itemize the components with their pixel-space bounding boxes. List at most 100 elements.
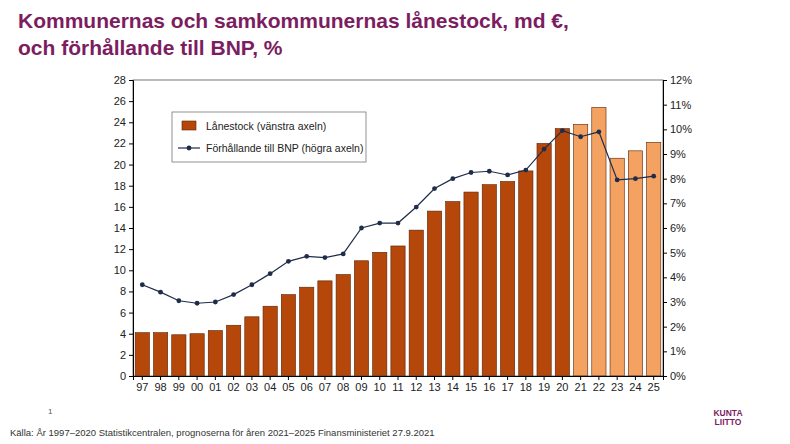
tick-label: 11 [392, 381, 403, 393]
tick: 99 [173, 376, 185, 393]
tick: 04 [264, 376, 276, 393]
tick-mark [129, 80, 133, 81]
bar [281, 295, 295, 376]
tick: 28 [114, 74, 133, 86]
tick-mark [129, 313, 133, 314]
tick-label: 08 [337, 381, 349, 393]
tick: 2% [663, 321, 686, 333]
tick: 14 [447, 376, 459, 393]
tick: 11 [392, 376, 403, 393]
marker [377, 221, 382, 226]
tick: 19 [538, 376, 550, 393]
tick: 6 [120, 307, 133, 319]
tick: 6% [663, 222, 686, 234]
tick-label: 0 [120, 370, 126, 382]
tick-mark [129, 165, 133, 166]
tick-mark [663, 179, 667, 180]
tick-label: 12% [670, 74, 692, 86]
marker [651, 174, 656, 179]
marker [304, 254, 309, 259]
tick-mark [507, 376, 508, 380]
tick-mark [379, 376, 380, 380]
marker [487, 169, 492, 174]
tick-mark [416, 376, 417, 380]
axis-line [664, 81, 668, 377]
bar [336, 275, 350, 376]
tick: 08 [337, 376, 349, 393]
tick: 24 [629, 376, 641, 393]
tick-label: 1% [670, 345, 686, 357]
tick-mark [471, 376, 472, 380]
tick-label: 97 [136, 381, 148, 393]
tick-mark [288, 376, 289, 380]
tick-label: 01 [209, 381, 221, 393]
title: Kommunernas och samkommunernas lånestock… [18, 9, 569, 59]
tick-mark [398, 376, 399, 380]
bar [245, 317, 259, 376]
tick-label: 00 [191, 381, 203, 393]
tick-label: 26 [114, 95, 126, 107]
marker [542, 147, 547, 152]
bar [318, 281, 332, 376]
tick-mark [635, 376, 636, 380]
bar [482, 185, 496, 376]
tick-label: 98 [154, 381, 166, 393]
marker [158, 290, 163, 295]
tick: 02 [228, 376, 240, 393]
tick: 8% [663, 173, 686, 185]
tick-label: 3% [670, 296, 686, 308]
tick-mark [663, 154, 667, 155]
plot-frame [133, 80, 663, 376]
marker [195, 301, 200, 306]
marker [249, 282, 254, 287]
tick-mark [306, 376, 307, 380]
bar [172, 335, 186, 376]
tick-label: 16 [114, 201, 126, 213]
tick-mark [129, 228, 133, 229]
tick: 23 [611, 376, 623, 393]
tick-label: 15 [465, 381, 477, 393]
tick: 18 [520, 376, 532, 393]
marker [578, 134, 583, 139]
legend: Lånestock (vänstra axeln)Förhållande til… [172, 112, 366, 162]
tick: 07 [319, 376, 331, 393]
tick-mark [129, 186, 133, 187]
tick-label: 8% [670, 173, 686, 185]
bar [427, 211, 441, 376]
tick-mark [663, 302, 667, 303]
tick-label: 5% [670, 247, 686, 259]
marker [286, 259, 291, 264]
tick: 22 [114, 137, 133, 149]
marker [359, 226, 364, 231]
tick-label: 12 [114, 243, 126, 255]
tick: 10 [374, 376, 386, 393]
tick: 09 [355, 376, 367, 393]
tick: 0 [120, 370, 133, 382]
tick: 03 [246, 376, 258, 393]
tick-mark [129, 122, 133, 123]
tick: 15 [465, 376, 477, 393]
tick-label: 20 [114, 159, 126, 171]
tick-mark [197, 376, 198, 380]
tick-mark [663, 105, 667, 106]
tick-mark [129, 291, 133, 292]
tick-mark [215, 376, 216, 380]
marker [140, 282, 145, 287]
bar [500, 181, 514, 376]
legend-marker [187, 146, 192, 151]
bar [610, 158, 624, 376]
tick-label: 4 [120, 328, 126, 340]
marker [469, 170, 474, 175]
legend-label: Förhållande till BNP (högra axeln) [206, 142, 363, 154]
axis: 9798990001020304050607080910111213141516… [134, 376, 664, 393]
tick-mark [663, 253, 667, 254]
tick-label: 7% [670, 197, 686, 209]
tick-mark [663, 129, 667, 130]
marker [450, 176, 455, 181]
tick: 17 [501, 376, 513, 393]
tick-mark [142, 376, 143, 380]
tick-label: 06 [301, 381, 313, 393]
tick-mark [525, 376, 526, 380]
tick-label: 28 [114, 74, 126, 86]
marker [213, 300, 218, 305]
